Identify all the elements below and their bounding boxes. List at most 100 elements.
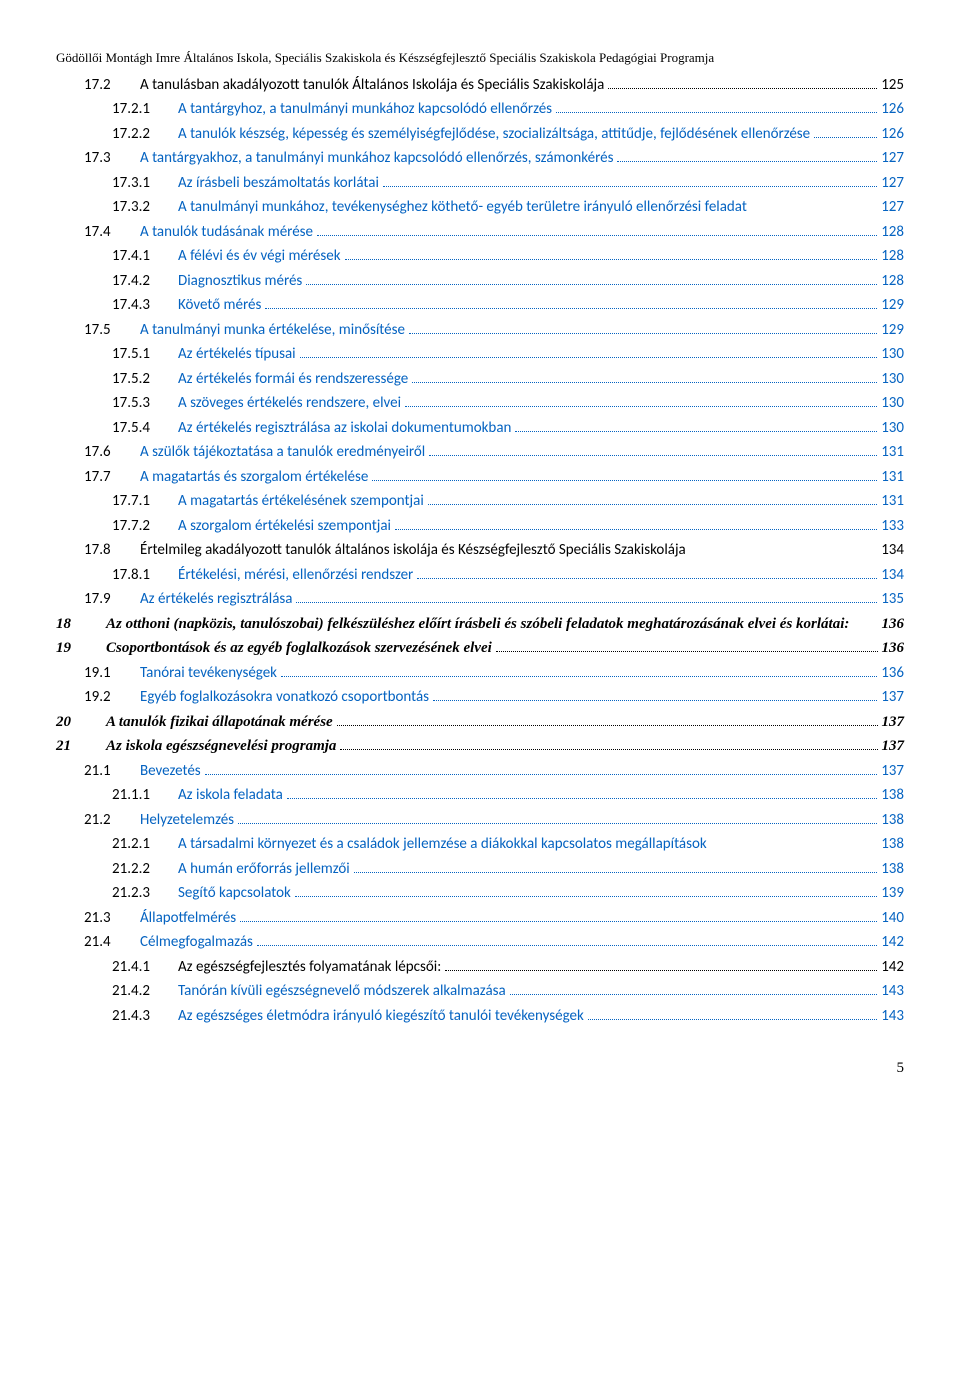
toc-label: Tanórán kívüli egészségnevelő módszerek … — [178, 980, 506, 1003]
toc-entry[interactable]: 19.1Tanórai tevékenységek136 — [84, 662, 904, 685]
toc-page: 137 — [881, 760, 904, 783]
toc-entry[interactable]: 17.4.1A félévi és év végi mérések128 — [112, 245, 904, 268]
toc-number: 17.2.1 — [112, 98, 178, 121]
toc-leader — [205, 774, 878, 775]
toc-entry[interactable]: 21.1Bevezetés137 — [84, 760, 904, 783]
toc-entry[interactable]: 17.5.1Az értékelés típusai130 — [112, 343, 904, 366]
toc-entry[interactable]: 21.2.3Segítő kapcsolatok139 — [112, 882, 904, 905]
toc-number: 21.2.2 — [112, 858, 178, 881]
toc-entry[interactable]: 17.9Az értékelés regisztrálása135 — [84, 588, 904, 611]
toc-leader — [395, 529, 877, 530]
toc-leader — [287, 798, 877, 799]
toc-entry[interactable]: 17.5A tanulmányi munka értékelése, minős… — [84, 319, 904, 342]
toc-entry[interactable]: 21.2.1A társadalmi környezet és a család… — [112, 833, 904, 856]
toc-entry[interactable]: 17.4.2Diagnosztikus mérés128 — [112, 270, 904, 293]
toc-label: Követő mérés — [178, 294, 261, 317]
toc-number: 17.7 — [84, 466, 140, 489]
toc-leader — [300, 357, 878, 358]
toc-label: A társadalmi környezet és a családok jel… — [178, 833, 871, 856]
toc-entry[interactable]: 17.5.3A szöveges értékelés rendszere, el… — [112, 392, 904, 415]
toc-entry[interactable]: 17.6A szülők tájékoztatása a tanulók ere… — [84, 441, 904, 464]
toc-label: Az értékelés típusai — [178, 343, 296, 366]
toc-entry[interactable]: 21.1.1Az iskola feladata138 — [112, 784, 904, 807]
toc-number: 17.4.2 — [112, 270, 178, 293]
toc-leader — [588, 1019, 877, 1020]
toc-entry[interactable]: 17.4.3Követő mérés129 — [112, 294, 904, 317]
toc-number: 17.2.2 — [112, 123, 178, 146]
toc-leader — [608, 88, 877, 89]
toc-entry[interactable]: 17.3A tantárgyakhoz, a tanulmányi munkáh… — [84, 147, 904, 170]
toc-page: 130 — [881, 368, 904, 391]
toc-entry: 19Csoportbontások és az egyéb foglalkozá… — [56, 637, 904, 660]
toc-label: Tanórai tevékenységek — [140, 662, 277, 685]
toc-number: 21.4 — [84, 931, 140, 954]
toc-entry[interactable]: 17.8.1Értékelési, mérési, ellenőrzési re… — [112, 564, 904, 587]
toc-number: 17.7.1 — [112, 490, 178, 513]
toc-entry: 17.8Értelmileg akadályozott tanulók álta… — [84, 539, 904, 562]
toc-number: 19 — [56, 637, 106, 660]
toc-label: Az otthoni (napközis, tanulószobai) felk… — [106, 613, 882, 636]
toc-label: A szöveges értékelés rendszere, elvei — [178, 392, 401, 415]
toc-page: 138 — [881, 858, 904, 881]
toc-entry[interactable]: 21.4.3Az egészséges életmódra irányuló k… — [112, 1005, 904, 1028]
toc-page: 131 — [881, 490, 904, 513]
toc-page: 127 — [881, 172, 904, 195]
toc-page: 136 — [882, 613, 905, 636]
toc-leader — [412, 382, 877, 383]
toc-page: 126 — [881, 98, 904, 121]
toc-leader — [556, 112, 877, 113]
toc-number: 17.4.1 — [112, 245, 178, 268]
toc-label: Az értékelés regisztrálása az iskolai do… — [178, 417, 511, 440]
toc-label: Értékelési, mérési, ellenőrzési rendszer — [178, 564, 413, 587]
toc-entry[interactable]: 21.2.2A humán erőforrás jellemzői 138 — [112, 858, 904, 881]
toc-number: 21.2.1 — [112, 833, 178, 856]
toc-label: A humán erőforrás jellemzői — [178, 858, 350, 881]
toc-label: Az írásbeli beszámoltatás korlátai — [178, 172, 379, 195]
toc-label: A magatartás és szorgalom értékelése — [140, 466, 368, 489]
toc-label: Az egészségfejlesztés folyamatának lépcs… — [178, 956, 441, 979]
toc-entry[interactable]: 17.7.1A magatartás értékelésének szempon… — [112, 490, 904, 513]
toc-entry[interactable]: 17.5.4Az értékelés regisztrálása az isko… — [112, 417, 904, 440]
toc-leader — [372, 480, 877, 481]
toc-number: 17.4 — [84, 221, 140, 244]
toc-entry: 17.2A tanulásban akadályozott tanulók Ál… — [84, 74, 904, 97]
toc-entry[interactable]: 17.5.2Az értékelés formái és rendszeress… — [112, 368, 904, 391]
toc-entry[interactable]: 17.7.2A szorgalom értékelési szempontjai… — [112, 515, 904, 538]
toc-page: 137 — [881, 686, 904, 709]
toc-leader — [257, 945, 877, 946]
toc-entry: 21.4.1Az egészségfejlesztés folyamatának… — [112, 956, 904, 979]
toc-number: 21.3 — [84, 907, 140, 930]
toc-entry[interactable]: 17.7A magatartás és szorgalom értékelése… — [84, 466, 904, 489]
toc-entry[interactable]: 17.4A tanulók tudásának mérése128 — [84, 221, 904, 244]
toc-leader — [295, 896, 877, 897]
toc-leader — [383, 186, 877, 187]
toc-number: 21.2.3 — [112, 882, 178, 905]
toc-leader — [433, 700, 877, 701]
toc-entry[interactable]: 21.4Célmegfogalmazás142 — [84, 931, 904, 954]
toc-number: 21.4.2 — [112, 980, 178, 1003]
toc-page: 135 — [881, 588, 904, 611]
toc-entry[interactable]: 17.2.2A tanulók készség, képesség és sze… — [112, 123, 904, 146]
toc-number: 17.4.3 — [112, 294, 178, 317]
toc-entry[interactable]: 21.3Állapotfelmérés140 — [84, 907, 904, 930]
page-number: 5 — [56, 1057, 904, 1080]
toc-leader — [445, 970, 877, 971]
toc-number: 17.8 — [84, 539, 140, 562]
toc-entry[interactable]: 19.2Egyéb foglalkozásokra vonatkozó csop… — [84, 686, 904, 709]
toc-entry[interactable]: 17.2.1A tantárgyhoz, a tanulmányi munkáh… — [112, 98, 904, 121]
toc-entry[interactable]: 21.2Helyzetelemzés138 — [84, 809, 904, 832]
toc-label: A szorgalom értékelési szempontjai — [178, 515, 391, 538]
toc-number: 17.9 — [84, 588, 140, 611]
toc-label: Bevezetés — [140, 760, 201, 783]
toc-page: 134 — [881, 564, 904, 587]
toc-page: 137 — [882, 735, 905, 758]
toc-label: Az iskola egészségnevelési programja — [106, 735, 336, 758]
toc-entry[interactable]: 17.3.1Az írásbeli beszámoltatás korlátai… — [112, 172, 904, 195]
toc-leader — [340, 749, 877, 750]
toc-entry: 18Az otthoni (napközis, tanulószobai) fe… — [56, 613, 904, 636]
toc-page: 138 — [881, 833, 904, 856]
toc-entry[interactable]: 21.4.2Tanórán kívüli egészségnevelő móds… — [112, 980, 904, 1003]
toc-page: 130 — [881, 417, 904, 440]
toc-entry[interactable]: 17.3.2A tanulmányi munkához, tevékenység… — [112, 196, 904, 219]
toc-leader — [306, 284, 877, 285]
